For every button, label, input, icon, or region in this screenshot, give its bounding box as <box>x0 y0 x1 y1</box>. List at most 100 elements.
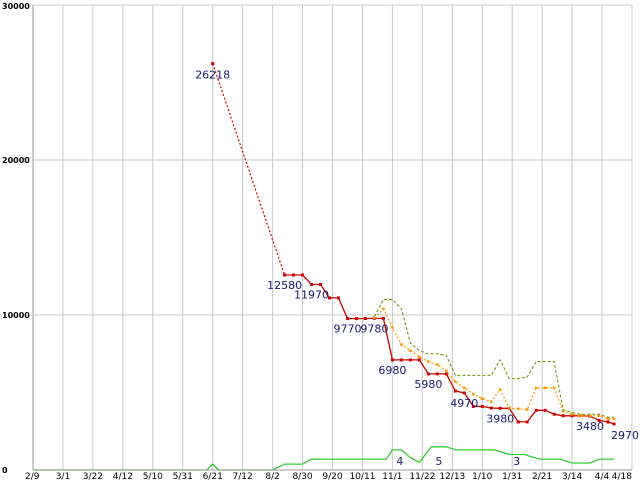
min-price-line-sparse <box>212 63 286 276</box>
x-tick-label: 2/9 <box>25 472 40 480</box>
min-price-point <box>552 412 556 416</box>
avg-price-point <box>418 355 421 359</box>
min-price-point <box>408 358 412 362</box>
x-tick-label: 3/22 <box>83 472 103 480</box>
price-data-label: 9780 <box>360 322 388 335</box>
min-price-point <box>399 358 403 362</box>
min-price-point <box>435 372 439 376</box>
y-tick-label: 30000 <box>2 2 30 11</box>
price-data-label: 3980 <box>486 412 514 425</box>
avg-price-point <box>606 417 610 421</box>
min-price-point <box>462 391 466 395</box>
price-data-label: 11970 <box>294 288 329 301</box>
x-tick-label: 2/21 <box>532 472 552 480</box>
series-layer <box>33 62 616 471</box>
avg-price-point <box>507 406 511 410</box>
price-data-label: 12580 <box>267 279 302 292</box>
avg-price-point <box>400 343 403 346</box>
avg-price-point <box>612 417 616 421</box>
min-price-point <box>345 317 349 321</box>
min-price-point <box>561 414 565 418</box>
x-tick-label: 11/1 <box>382 472 402 480</box>
x-tick-label: 1/31 <box>502 472 522 480</box>
avg-price-point <box>445 369 448 373</box>
x-tick-label: 4/18 <box>612 472 632 480</box>
avg-price-point <box>480 397 484 400</box>
min-price-point <box>516 420 520 424</box>
x-tick-label: 1/10 <box>472 472 492 480</box>
avg-price-point <box>436 363 439 366</box>
avg-price-point <box>579 414 583 418</box>
avg-price-point <box>462 386 466 390</box>
min-price-point <box>390 358 394 362</box>
avg-price-point <box>588 414 592 418</box>
min-price-point <box>417 358 421 362</box>
min-price-point <box>283 273 287 277</box>
avg-price-point <box>525 408 529 411</box>
min-price-point <box>354 317 358 321</box>
avg-price-point <box>498 388 502 391</box>
min-price-point <box>301 273 305 277</box>
x-tick-label: 4/4 <box>595 472 610 480</box>
min-price-line <box>284 274 615 425</box>
count-data-label: 5 <box>435 455 442 468</box>
x-tick-label: 7/12 <box>233 472 253 480</box>
min-price-point <box>336 296 340 300</box>
price-data-label: 26218 <box>195 69 230 82</box>
x-tick-label: 3/14 <box>562 472 582 480</box>
min-price-point <box>471 404 475 408</box>
avg-price-point <box>373 316 376 320</box>
min-price-point <box>570 414 574 418</box>
price-data-label: 4970 <box>450 397 478 410</box>
x-tick-label: 3/1 <box>56 472 70 480</box>
x-tick-label: 10/11 <box>349 472 375 480</box>
min-price-point <box>328 296 332 300</box>
x-tick-label: 9/20 <box>322 472 342 480</box>
avg-price-point <box>570 412 574 416</box>
min-price-point <box>480 404 484 408</box>
x-tick-label: 12/13 <box>439 472 465 480</box>
min-price-point <box>292 273 296 277</box>
avg-price-point <box>453 380 457 383</box>
min-price-point <box>381 316 385 320</box>
price-data-label: 5980 <box>414 378 442 391</box>
avg-price-point <box>409 349 412 352</box>
avg-price-point <box>391 326 394 329</box>
avg-price-point <box>561 409 565 413</box>
avg-price-point <box>382 307 385 311</box>
x-tick-label: 5/31 <box>173 472 193 480</box>
min-price-point <box>211 62 215 66</box>
avg-price-line <box>373 307 614 420</box>
y-tick-label: 20000 <box>2 156 30 165</box>
count-line <box>33 446 614 471</box>
min-price-point <box>612 422 616 426</box>
price-data-label: 9770 <box>333 323 361 336</box>
min-price-point <box>310 282 314 286</box>
min-price-point <box>444 372 448 376</box>
x-tick-label: 8/2 <box>265 472 279 480</box>
max-price-line <box>373 299 614 418</box>
x-tick-label: 5/10 <box>143 472 163 480</box>
avg-price-point <box>543 386 547 390</box>
min-price-point <box>489 406 493 410</box>
y-tick-label: 10000 <box>2 311 30 320</box>
min-price-point <box>525 420 529 424</box>
grid-layer <box>32 4 633 471</box>
min-price-point <box>319 282 323 286</box>
avg-price-point <box>534 386 538 390</box>
min-price-point <box>498 406 502 410</box>
x-tick-label: 8/30 <box>292 472 312 480</box>
min-price-point <box>426 372 430 376</box>
x-tick-label: 11/22 <box>409 472 435 480</box>
count-data-label: 4 <box>396 455 403 468</box>
x-tick-label: 6/21 <box>203 472 223 480</box>
price-data-label: 6980 <box>378 364 406 377</box>
avg-price-point <box>516 407 520 411</box>
price-data-label: 2970 <box>611 429 639 442</box>
min-price-point <box>534 408 538 412</box>
min-price-point <box>363 317 367 321</box>
